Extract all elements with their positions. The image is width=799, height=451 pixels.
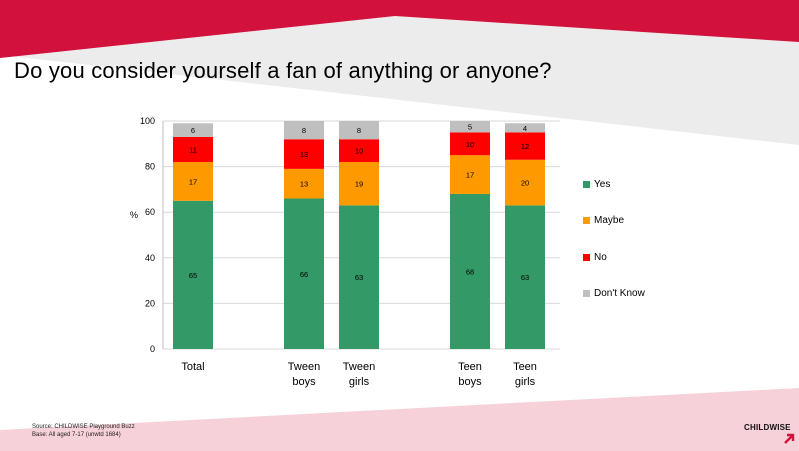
y-tick-label: 100: [140, 116, 155, 126]
bar-segment-no: [173, 136, 213, 163]
bar-segment-maybe: [284, 168, 324, 199]
data-label-no: 10: [466, 140, 474, 149]
bar-segment-don-t-know: [339, 121, 379, 140]
legend-swatch-maybe: [583, 216, 590, 224]
legend-item-dont-know: Don't Know: [583, 287, 645, 299]
data-label-don-t-know: 5: [468, 123, 472, 132]
bar-segment-no: [450, 132, 490, 156]
bar-segment-no: [339, 139, 379, 163]
data-label-yes: 63: [521, 273, 529, 282]
data-label-no: 11: [189, 146, 197, 155]
logo-arrow-icon: [784, 433, 795, 444]
data-label-don-t-know: 6: [191, 126, 195, 135]
header-red-banner: [0, 0, 799, 58]
data-label-no: 12: [521, 142, 529, 151]
bar-segment-maybe: [173, 162, 213, 201]
bar-segment-don-t-know: [284, 121, 324, 140]
y-tick-label: 0: [150, 344, 155, 354]
data-label-yes: 63: [355, 273, 363, 282]
y-tick-label: 20: [145, 298, 155, 308]
legend-item-maybe: Maybe: [583, 214, 624, 226]
logo-text: CHILDWISE: [744, 423, 791, 432]
bar-segment-no: [284, 139, 324, 169]
x-tick-label: Teen: [513, 361, 537, 373]
data-label-yes: 65: [189, 271, 197, 280]
legend-label-yes: Yes: [594, 178, 611, 190]
data-label-yes: 66: [300, 270, 308, 279]
source-line: Source: CHILDWISE Playground Buzz: [32, 424, 135, 430]
data-label-yes: 68: [466, 267, 474, 276]
bar-segment-maybe: [450, 155, 490, 194]
bar-segment-maybe: [505, 159, 545, 206]
source-note: Source: CHILDWISE Playground Buzz Base: …: [32, 423, 135, 439]
x-tick-label: girls: [349, 376, 370, 388]
data-label-no: 13: [300, 150, 308, 159]
footer-pink-band: [0, 388, 799, 451]
bar-segment-no: [505, 132, 545, 160]
legend-label-no: No: [594, 251, 607, 263]
legend-label-maybe: Maybe: [594, 214, 625, 226]
childwise-logo: CHILDWISE: [744, 423, 795, 444]
y-axis-label: %: [130, 210, 138, 220]
x-tick-label: boys: [458, 376, 482, 388]
bar-segment-yes: [505, 205, 545, 349]
y-tick-label: 40: [145, 253, 155, 263]
legend-swatch-no: [583, 253, 590, 261]
bar-segment-maybe: [339, 162, 379, 206]
data-label-don-t-know: 4: [523, 124, 527, 133]
bar-segment-don-t-know: [450, 121, 490, 133]
x-tick-label: Tween: [343, 361, 375, 373]
data-label-maybe: 17: [189, 177, 197, 186]
bar-segment-don-t-know: [173, 123, 213, 137]
x-tick-label: Teen: [458, 361, 482, 373]
legend-swatch-yes: [583, 180, 590, 188]
data-label-maybe: 13: [300, 180, 308, 189]
base-line: Base: All aged 7-17 (unwtd 1684): [32, 432, 121, 438]
data-label-maybe: 20: [521, 179, 529, 188]
bar-segment-yes: [284, 198, 324, 349]
legend-item-no: No: [583, 251, 607, 263]
data-label-no: 10: [355, 147, 363, 156]
data-label-maybe: 17: [466, 171, 474, 180]
y-tick-label: 60: [145, 207, 155, 217]
data-label-don-t-know: 8: [357, 126, 361, 135]
data-label-maybe: 19: [355, 180, 363, 189]
page-title: Do you consider yourself a fan of anythi…: [14, 58, 552, 83]
legend-item-yes: Yes: [583, 178, 610, 190]
legend-label-dont-know: Don't Know: [594, 287, 645, 299]
x-tick-label: boys: [292, 376, 316, 388]
x-tick-label: Tween: [288, 361, 320, 373]
x-tick-label: girls: [515, 376, 536, 388]
x-tick-label: Total: [181, 361, 204, 373]
bar-segment-yes: [450, 193, 490, 349]
legend-swatch-dont-know: [583, 289, 590, 297]
bar-segment-yes: [339, 205, 379, 349]
data-label-don-t-know: 8: [302, 126, 306, 135]
y-tick-label: 80: [145, 162, 155, 172]
bar-segment-yes: [173, 200, 213, 349]
bar-segment-don-t-know: [505, 123, 545, 133]
